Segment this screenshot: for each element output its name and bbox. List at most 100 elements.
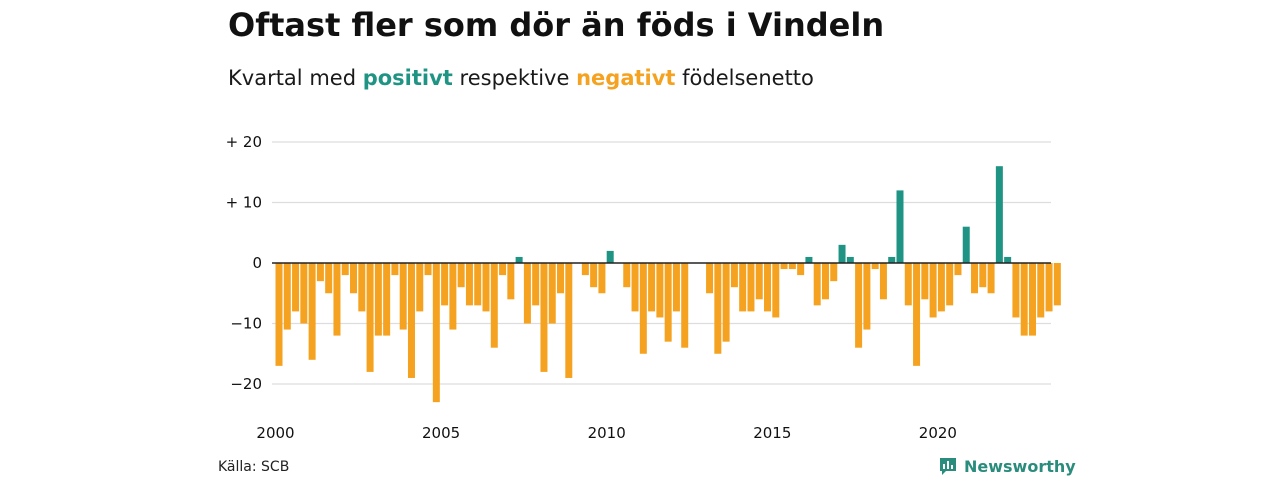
bar: [1045, 263, 1053, 312]
bar: [788, 263, 796, 270]
bar: [921, 263, 929, 300]
bar: [482, 263, 490, 312]
bar: [457, 263, 465, 288]
bar: [706, 263, 714, 294]
y-tick-label: −20: [230, 375, 262, 393]
bar: [300, 263, 308, 324]
bar: [664, 263, 672, 342]
bar: [416, 263, 424, 312]
bar: [341, 263, 349, 276]
bar: [557, 263, 565, 294]
bar: [755, 263, 763, 300]
bar: [764, 263, 772, 312]
bar: [515, 256, 523, 263]
bar: [1028, 263, 1036, 336]
bar: [383, 263, 391, 336]
bar: [639, 263, 647, 354]
bar: [714, 263, 722, 354]
bar: [424, 263, 432, 276]
bar: [333, 263, 341, 336]
bar: [855, 263, 863, 348]
brand-logo: Newsworthy: [938, 456, 1076, 476]
bar: [432, 263, 440, 403]
bar: [631, 263, 639, 312]
chart-subtitle: Kvartal med positivt respektive negativt…: [228, 66, 814, 90]
bar: [739, 263, 747, 312]
bar: [1053, 263, 1061, 306]
bar: [598, 263, 606, 294]
bar: [987, 263, 995, 294]
bar: [358, 263, 366, 312]
bar: [540, 263, 548, 372]
bar: [623, 263, 631, 288]
x-tick-label: 2015: [753, 424, 791, 442]
bar: [879, 263, 887, 300]
bar: [813, 263, 821, 306]
bar: [747, 263, 755, 312]
bar: [846, 256, 854, 263]
bar: [995, 166, 1003, 263]
bar: [722, 263, 730, 342]
bar: [465, 263, 473, 306]
bar: [946, 263, 954, 306]
bar: [474, 263, 482, 306]
bar: [656, 263, 664, 318]
bar: [490, 263, 498, 348]
y-tick-label: + 10: [226, 194, 262, 212]
chart-title: Oftast fler som dör än föds i Vindeln: [228, 6, 885, 44]
bar: [1004, 256, 1012, 263]
source-label: Källa: SCB: [218, 459, 290, 475]
bar: [797, 263, 805, 276]
x-tick-label: 2010: [588, 424, 626, 442]
bar: [606, 250, 614, 263]
bar: [391, 263, 399, 276]
bar: [407, 263, 415, 378]
subtitle-middle: respektive: [459, 66, 570, 90]
bar: [772, 263, 780, 318]
x-tick-label: 2020: [919, 424, 957, 442]
bar: [648, 263, 656, 312]
x-tick-label: 2005: [422, 424, 460, 442]
bar: [962, 226, 970, 263]
bar: [896, 190, 904, 263]
bar: [780, 263, 788, 270]
y-tick-label: 0: [252, 254, 262, 272]
y-tick-label: −10: [230, 315, 262, 333]
bar: [937, 263, 945, 312]
bar: [954, 263, 962, 276]
bar: [830, 263, 838, 282]
bar: [325, 263, 333, 294]
bar: [283, 263, 291, 330]
bar: [292, 263, 300, 312]
bar: [913, 263, 921, 366]
bar: [366, 263, 374, 372]
bar: [350, 263, 358, 294]
bar: [730, 263, 738, 288]
bar: [821, 263, 829, 300]
bar: [275, 263, 283, 366]
bar: [507, 263, 515, 300]
bar: [681, 263, 689, 348]
subtitle-negative-word: negativt: [576, 66, 676, 90]
bar: [532, 263, 540, 306]
bar: [1037, 263, 1045, 318]
bar: [888, 256, 896, 263]
subtitle-positive-word: positivt: [362, 66, 453, 90]
bar: [838, 244, 846, 263]
bar: [672, 263, 680, 312]
bar: [499, 263, 507, 276]
bar: [316, 263, 324, 282]
subtitle-prefix: Kvartal med: [228, 66, 357, 90]
y-tick-label: + 20: [226, 133, 262, 151]
bar: [979, 263, 987, 288]
bar: [590, 263, 598, 288]
bar: [863, 263, 871, 330]
newsworthy-logo-icon: [940, 458, 956, 475]
bar: [565, 263, 573, 378]
bar: [399, 263, 407, 330]
bar: [1012, 263, 1020, 318]
x-tick-label: 2000: [256, 424, 294, 442]
bar: [374, 263, 382, 336]
bar: [581, 263, 589, 276]
